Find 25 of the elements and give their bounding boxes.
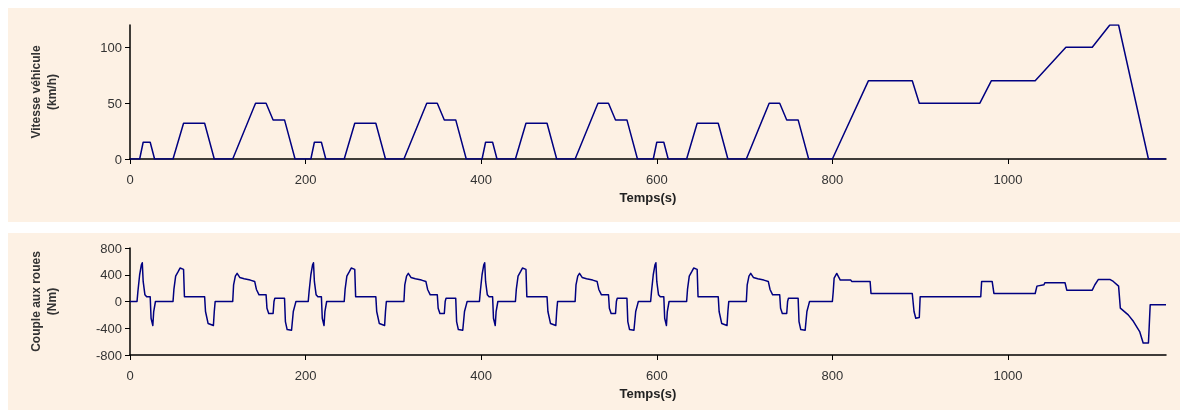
y-axis-title: Couple aux roues (Nm) (29, 250, 59, 352)
x-tick-label: 0 (126, 368, 134, 383)
x-tick-label: 600 (645, 172, 668, 187)
y-tick-label: -400 (95, 320, 122, 336)
y-tick-label: 100 (100, 39, 122, 55)
y-tick-label: 400 (100, 267, 122, 283)
line-series (129, 261, 1167, 344)
x-tick-label: 200 (294, 368, 317, 383)
x-tick-label: 800 (821, 368, 844, 383)
x-tick-label: 0 (126, 172, 134, 187)
y-tick-label: 0 (114, 151, 122, 167)
x-tick-label: 400 (470, 368, 493, 383)
x-tick-label: 200 (294, 172, 317, 187)
y-tick-label: 50 (107, 95, 122, 111)
y-tick-label: 800 (100, 240, 122, 256)
x-tick-label: 800 (821, 172, 844, 187)
x-axis-title: Temps(s) (619, 385, 677, 401)
y-axis-title: Vitesse véhicule (km/h) (29, 45, 59, 139)
x-axis-title: Temps(s) (619, 189, 677, 205)
x-tick-label: 600 (645, 368, 668, 383)
x-tick-label: 400 (470, 172, 493, 187)
y-tick-label: 0 (114, 294, 122, 309)
x-tick-label: 1000 (993, 368, 1023, 383)
x-tick-label: 1000 (993, 172, 1023, 187)
y-tick-label: -800 (95, 347, 122, 363)
